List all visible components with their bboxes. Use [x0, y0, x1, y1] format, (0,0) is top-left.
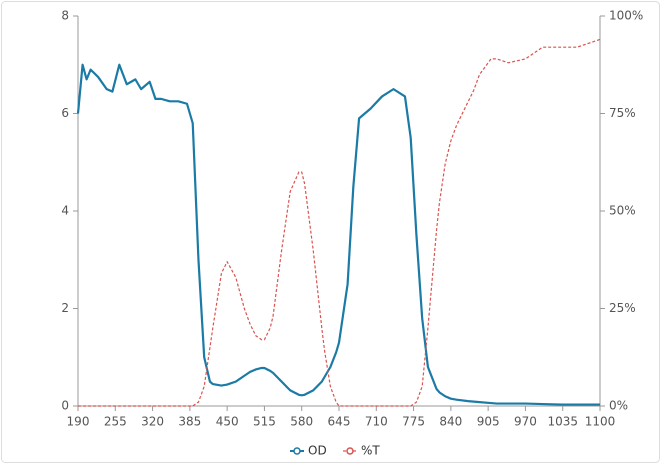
y-tick-label: 6: [61, 106, 69, 120]
y2-tick-label: 0%: [609, 399, 628, 413]
series-line: [78, 38, 601, 407]
x-tick-label: 320: [141, 415, 164, 429]
y-tick-label: 4: [61, 204, 69, 218]
y2-tick-label: 50%: [609, 204, 636, 218]
series-line: [76, 63, 600, 406]
x-tick-label: 385: [178, 415, 201, 429]
x-tick-label: 580: [290, 415, 313, 429]
x-tick-label: 710: [365, 415, 388, 429]
legend-marker: [346, 447, 354, 455]
y2-tick-label: 100%: [609, 9, 643, 23]
chart-frame: [1, 1, 660, 463]
legend-item: OD: [290, 444, 327, 458]
y-tick-label: 0: [61, 399, 69, 413]
legend-marker: [293, 447, 301, 455]
x-tick-label: 840: [439, 415, 462, 429]
x-tick-label: 450: [216, 415, 239, 429]
y-tick-label: 2: [61, 301, 69, 315]
y2-tick-label: 25%: [609, 301, 636, 315]
x-tick-label: 970: [514, 415, 537, 429]
x-tick-label: 775: [402, 415, 425, 429]
x-tick-label: 255: [104, 415, 127, 429]
x-tick-label: 1100: [585, 415, 616, 429]
y-tick-label: 8: [61, 9, 69, 23]
legend-label: OD: [308, 444, 327, 458]
x-tick-label: 905: [477, 415, 500, 429]
y2-tick-label: 75%: [609, 106, 636, 120]
legend-item: %T: [343, 444, 380, 458]
x-tick-label: 190: [67, 415, 90, 429]
legend-label: %T: [361, 444, 380, 458]
x-tick-label: 1035: [547, 415, 578, 429]
x-tick-label: 645: [328, 415, 351, 429]
x-tick-label: 515: [253, 415, 276, 429]
